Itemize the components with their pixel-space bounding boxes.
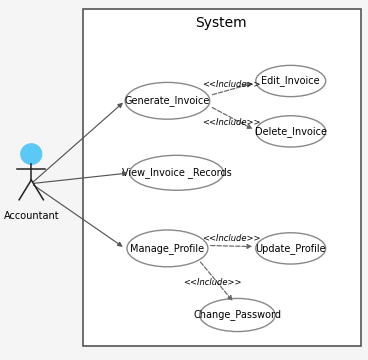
Ellipse shape	[256, 233, 326, 264]
Text: System: System	[195, 16, 247, 30]
Text: Change_Password: Change_Password	[193, 310, 282, 320]
Ellipse shape	[256, 116, 326, 147]
Ellipse shape	[127, 230, 208, 267]
Text: Update_Profile: Update_Profile	[255, 243, 326, 254]
Ellipse shape	[199, 298, 275, 332]
Text: Manage_Profile: Manage_Profile	[130, 243, 205, 254]
Text: Edit_Invoice: Edit_Invoice	[261, 76, 320, 86]
Text: <<Include>>: <<Include>>	[184, 278, 242, 287]
Text: <<Include>>: <<Include>>	[202, 234, 260, 243]
Circle shape	[21, 144, 42, 165]
Ellipse shape	[130, 155, 224, 190]
Text: <<Include>>: <<Include>>	[202, 80, 260, 89]
Ellipse shape	[256, 66, 326, 96]
Text: Delete_Invoice: Delete_Invoice	[255, 126, 327, 137]
Text: <<Include>>: <<Include>>	[202, 118, 260, 127]
Text: Accountant: Accountant	[3, 211, 59, 221]
Ellipse shape	[125, 82, 210, 119]
FancyBboxPatch shape	[83, 9, 361, 346]
Text: Generate_Invoice: Generate_Invoice	[125, 95, 210, 106]
Text: View_Invoice _Records: View_Invoice _Records	[122, 167, 231, 178]
